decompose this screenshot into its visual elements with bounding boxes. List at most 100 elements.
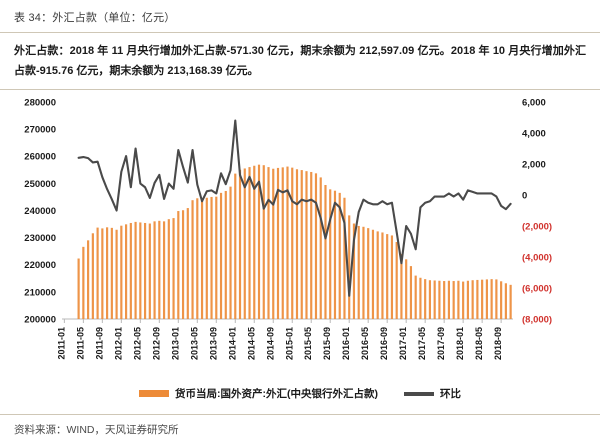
- x-axis-tick-label: 2012-09: [151, 327, 161, 360]
- chart-bar: [333, 190, 337, 319]
- chart-bar: [310, 171, 313, 319]
- forex-holdings-chart: 200000 210000 220000 230000 240000 250000 2600…: [24, 97, 552, 360]
- chart-bar: [457, 280, 460, 319]
- chart-bar: [186, 208, 189, 319]
- chart-bar: [352, 223, 356, 319]
- chart-bar: [495, 279, 498, 319]
- chart-legend: 货币当局:国外资产:外汇(中央银行外汇占款) 环比: [0, 386, 600, 401]
- x-axis-tick-label: 2016-05: [360, 327, 370, 360]
- y-axis-right-tick: 0: [522, 190, 527, 201]
- chart-bar: [357, 225, 360, 319]
- chart-bar: [462, 281, 465, 319]
- chart-bar: [181, 210, 185, 319]
- chart-bar: [243, 168, 246, 319]
- legend-bar-swatch-icon: [139, 390, 169, 397]
- chart-bar: [153, 221, 156, 319]
- x-axis-tick-label: 2013-05: [189, 327, 199, 360]
- chart-bar: [172, 218, 175, 319]
- legend-bar-label: 货币当局:国外资产:外汇(中央银行外汇占款): [175, 388, 378, 400]
- x-axis-tick-label: 2011-05: [75, 327, 85, 360]
- chart-bar: [433, 280, 436, 319]
- y-axis-left-tick: 260000: [24, 152, 56, 163]
- x-axis-tick-label: 2012-05: [132, 327, 142, 360]
- chart-bar: [281, 167, 284, 319]
- chart-bar: [428, 280, 432, 319]
- source-text: 资料来源：WIND，天风证券研究所: [14, 424, 179, 436]
- chart-bar: [367, 228, 370, 319]
- chart-bar: [286, 166, 289, 319]
- chart-bar: [476, 279, 479, 319]
- y-axis-left-tick: 280000: [24, 97, 56, 108]
- chart-bar: [305, 171, 308, 319]
- chart-bar: [238, 169, 242, 319]
- chart-bar: [106, 227, 109, 319]
- chart-bar: [481, 279, 484, 319]
- chart-bar: [77, 258, 80, 319]
- chart-bar: [158, 220, 161, 319]
- y-axis-right-tick: (6,000): [522, 283, 552, 294]
- x-axis-tick-label: 2014-01: [227, 327, 237, 360]
- legend-item-line[interactable]: 环比: [404, 386, 461, 401]
- chart-bar: [324, 185, 327, 319]
- chart-bar: [82, 246, 85, 319]
- chart-bar: [257, 164, 261, 319]
- chart-bar: [438, 280, 441, 319]
- y-axis-right-tick: (4,000): [522, 252, 552, 263]
- chart-line-mom: [77, 119, 512, 297]
- chart-bar: [110, 227, 113, 319]
- chart-bar: [162, 221, 166, 319]
- chart-bar: [148, 223, 151, 319]
- y-axis-left-tick: 220000: [24, 260, 56, 271]
- chart-bar: [115, 229, 118, 319]
- chart-bar: [196, 198, 199, 319]
- chart-bar: [504, 283, 507, 319]
- chart-bar: [200, 198, 204, 319]
- y-axis-left-tick: 210000: [24, 287, 56, 298]
- legend-item-bar[interactable]: 货币当局:国外资产:外汇(中央银行外汇占款): [139, 386, 378, 401]
- chart-bar: [125, 224, 128, 319]
- y-axis-left-tick: 250000: [24, 179, 56, 190]
- chart-bar: [205, 197, 208, 319]
- x-axis-tick-label: 2011-09: [94, 327, 104, 360]
- y-axis-left-tick: 230000: [24, 233, 56, 244]
- chart-bar: [295, 169, 299, 319]
- chart-bar: [215, 196, 218, 319]
- chart-bar: [409, 266, 413, 319]
- chart-bar: [381, 232, 384, 319]
- y-axis-left-tick: 200000: [24, 314, 56, 325]
- chart-bar: [120, 225, 123, 319]
- chart-bar: [224, 190, 227, 319]
- x-axis-tick-label: 2016-01: [341, 327, 351, 360]
- chart-bar: [143, 222, 147, 319]
- chart-bar: [210, 196, 213, 319]
- chart-bar: [338, 192, 341, 319]
- x-axis-tick-label: 2017-01: [398, 327, 408, 360]
- chart-bar: [390, 235, 394, 319]
- chart-bar: [291, 167, 294, 319]
- y-axis-right-tick: 6,000: [522, 97, 546, 108]
- chart-bar: [414, 275, 417, 319]
- x-axis-tick-label: 2015-01: [284, 327, 294, 360]
- y-axis-right-tick: 4,000: [522, 128, 546, 139]
- y-axis-right-tick: (2,000): [522, 221, 552, 232]
- chart-bar: [234, 173, 237, 319]
- chart-bar: [424, 279, 427, 319]
- x-axis-tick-label: 2015-05: [303, 327, 313, 360]
- chart-bar: [447, 280, 450, 319]
- chart-bar: [362, 226, 365, 319]
- legend-line-label: 环比: [440, 388, 461, 400]
- x-axis-tick-label: 2018-01: [455, 327, 465, 360]
- chart-bar: [267, 167, 270, 319]
- chart-bar: [139, 222, 142, 319]
- chart-bar: [248, 167, 251, 319]
- chart-bar: [129, 222, 132, 319]
- x-axis-tick-label: 2015-09: [322, 327, 332, 360]
- chart-bar: [101, 228, 104, 319]
- chart-bar: [229, 186, 232, 319]
- y-axis-right-tick: (8,000): [522, 314, 552, 325]
- x-axis-tick-label: 2016-09: [379, 327, 389, 360]
- x-axis-tick-label: 2012-01: [113, 327, 123, 360]
- page-title: 表 34：外汇占款（单位：亿元）: [0, 0, 600, 33]
- x-axis-tick-label: 2014-09: [265, 327, 275, 360]
